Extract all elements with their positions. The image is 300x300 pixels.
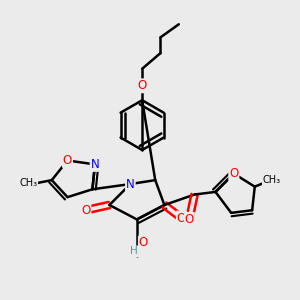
Text: CH₃: CH₃ bbox=[263, 175, 281, 185]
Text: O: O bbox=[81, 204, 90, 217]
Text: H: H bbox=[130, 246, 138, 256]
Text: N: N bbox=[91, 158, 99, 171]
Text: O: O bbox=[63, 154, 72, 167]
Text: O: O bbox=[229, 167, 239, 180]
Text: CH₃: CH₃ bbox=[19, 178, 37, 188]
Text: O: O bbox=[137, 79, 147, 92]
Text: O: O bbox=[185, 213, 194, 226]
Text: O: O bbox=[177, 212, 186, 225]
Text: N: N bbox=[126, 178, 135, 190]
Text: O: O bbox=[139, 236, 148, 250]
